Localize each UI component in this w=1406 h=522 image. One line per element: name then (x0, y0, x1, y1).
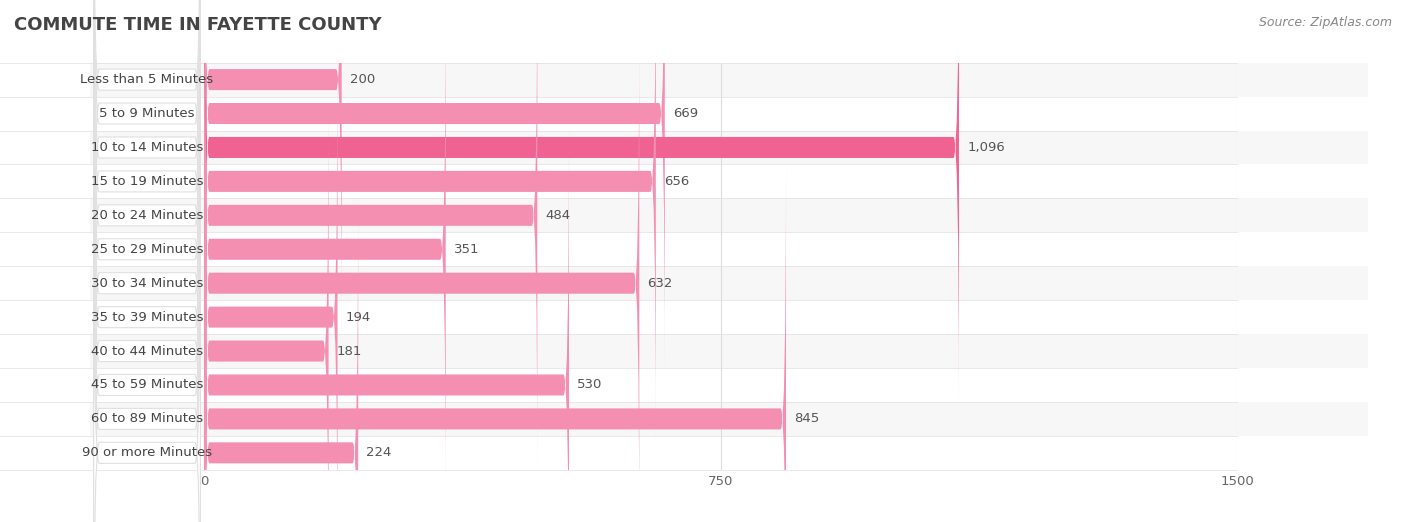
FancyBboxPatch shape (94, 56, 201, 522)
Text: 60 to 89 Minutes: 60 to 89 Minutes (91, 412, 202, 425)
FancyBboxPatch shape (94, 0, 201, 476)
FancyBboxPatch shape (204, 56, 337, 522)
Text: 1,096: 1,096 (967, 141, 1005, 154)
Text: 40 to 44 Minutes: 40 to 44 Minutes (91, 345, 202, 358)
FancyBboxPatch shape (94, 0, 201, 442)
FancyBboxPatch shape (94, 0, 201, 510)
FancyBboxPatch shape (90, 334, 1368, 368)
Text: Source: ZipAtlas.com: Source: ZipAtlas.com (1258, 16, 1392, 29)
Text: 632: 632 (648, 277, 673, 290)
FancyBboxPatch shape (204, 158, 786, 522)
Text: 25 to 29 Minutes: 25 to 29 Minutes (91, 243, 204, 256)
Text: 10 to 14 Minutes: 10 to 14 Minutes (91, 141, 204, 154)
Text: 194: 194 (346, 311, 371, 324)
Text: Less than 5 Minutes: Less than 5 Minutes (80, 73, 214, 86)
FancyBboxPatch shape (90, 436, 1368, 470)
FancyBboxPatch shape (94, 0, 201, 374)
FancyBboxPatch shape (90, 97, 1368, 130)
FancyBboxPatch shape (90, 368, 1368, 402)
Text: 351: 351 (454, 243, 479, 256)
FancyBboxPatch shape (204, 0, 655, 442)
Text: 200: 200 (350, 73, 375, 86)
FancyBboxPatch shape (90, 402, 1368, 436)
Text: 35 to 39 Minutes: 35 to 39 Minutes (91, 311, 204, 324)
Text: 5 to 9 Minutes: 5 to 9 Minutes (100, 107, 195, 120)
FancyBboxPatch shape (90, 164, 1368, 198)
Text: 530: 530 (578, 378, 603, 392)
FancyBboxPatch shape (94, 192, 201, 522)
Text: 669: 669 (673, 107, 699, 120)
FancyBboxPatch shape (204, 0, 665, 374)
Text: 181: 181 (337, 345, 363, 358)
Text: 15 to 19 Minutes: 15 to 19 Minutes (91, 175, 204, 188)
FancyBboxPatch shape (94, 22, 201, 522)
FancyBboxPatch shape (90, 266, 1368, 300)
FancyBboxPatch shape (90, 232, 1368, 266)
FancyBboxPatch shape (94, 90, 201, 522)
Text: 90 or more Minutes: 90 or more Minutes (82, 446, 212, 459)
Text: 224: 224 (367, 446, 392, 459)
FancyBboxPatch shape (90, 300, 1368, 334)
FancyBboxPatch shape (204, 0, 537, 476)
Text: COMMUTE TIME IN FAYETTE COUNTY: COMMUTE TIME IN FAYETTE COUNTY (14, 16, 381, 33)
FancyBboxPatch shape (204, 124, 569, 522)
FancyBboxPatch shape (204, 90, 329, 522)
FancyBboxPatch shape (204, 0, 446, 510)
FancyBboxPatch shape (90, 63, 1368, 97)
Text: 656: 656 (664, 175, 689, 188)
FancyBboxPatch shape (90, 130, 1368, 164)
FancyBboxPatch shape (94, 0, 201, 408)
FancyBboxPatch shape (94, 124, 201, 522)
Text: 484: 484 (546, 209, 571, 222)
Text: 45 to 59 Minutes: 45 to 59 Minutes (91, 378, 204, 392)
Text: 20 to 24 Minutes: 20 to 24 Minutes (91, 209, 204, 222)
FancyBboxPatch shape (94, 158, 201, 522)
FancyBboxPatch shape (204, 0, 959, 408)
Text: 845: 845 (794, 412, 820, 425)
FancyBboxPatch shape (94, 0, 201, 340)
FancyBboxPatch shape (204, 22, 640, 522)
Text: 30 to 34 Minutes: 30 to 34 Minutes (91, 277, 204, 290)
FancyBboxPatch shape (204, 0, 342, 340)
FancyBboxPatch shape (90, 198, 1368, 232)
FancyBboxPatch shape (204, 192, 359, 522)
